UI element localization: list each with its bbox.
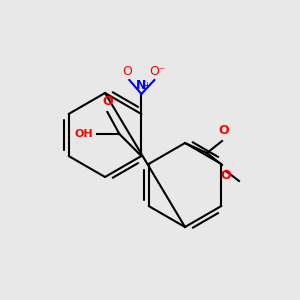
Text: O: O [221, 169, 231, 182]
Text: O: O [102, 95, 113, 108]
Text: +: + [143, 81, 150, 90]
Text: O: O [219, 124, 229, 137]
Text: O⁻: O⁻ [149, 65, 166, 78]
Text: O: O [122, 65, 132, 78]
Text: N: N [136, 79, 147, 92]
Text: OH: OH [75, 129, 93, 139]
